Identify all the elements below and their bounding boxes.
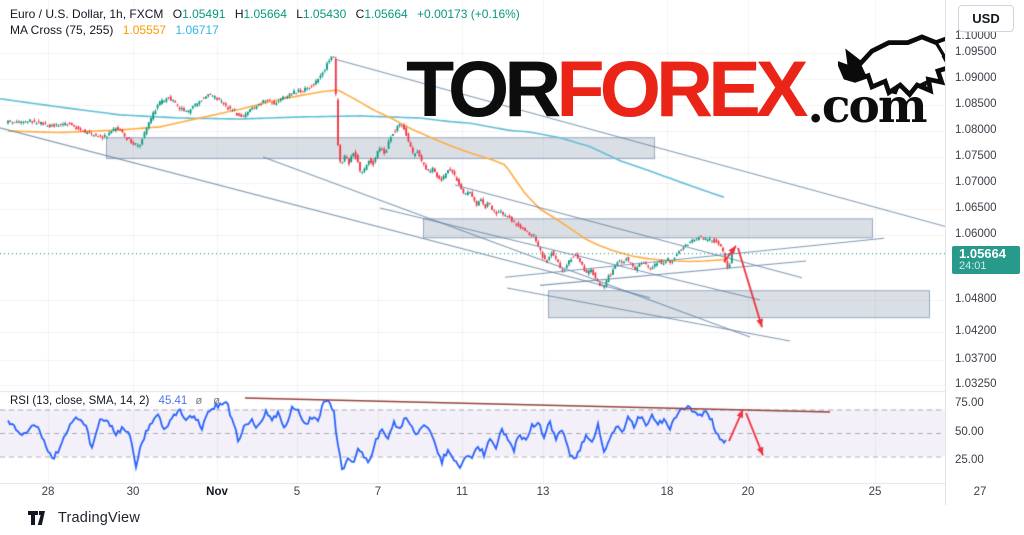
price-tick-label: 1.04800	[955, 293, 997, 305]
currency-usd-button[interactable]: USD	[958, 5, 1014, 32]
time-tick-label: 20	[741, 486, 755, 498]
change-value: +0.00173 (+0.16%)	[417, 7, 520, 21]
price-tick-label: 25.00	[955, 454, 984, 466]
ma-cross-legend-row[interactable]: MA Cross (75, 255) 1.05557 1.06717	[10, 23, 219, 37]
time-axis[interactable]: 28 30 Nov 5 7 11 13 18 20 25 27	[0, 484, 1024, 504]
price-tick-label: 50.00	[955, 426, 984, 438]
rsi-legend-row[interactable]: RSI (13, close, SMA, 14, 2) 45.41 ø ø	[10, 395, 224, 407]
rsi-value: 45.41	[158, 395, 188, 407]
ma-slow-value: 1.06717	[175, 23, 219, 37]
time-tick-label: 25	[868, 486, 882, 498]
close-value: 1.05664	[364, 7, 408, 21]
price-tick-label: 1.06500	[955, 202, 997, 214]
price-tick-label: 1.03250	[955, 378, 997, 390]
price-tick-label: 1.06000	[955, 228, 997, 240]
symbol-title: Euro / U.S. Dollar, 1h, FXCM	[10, 7, 164, 21]
open-label: O	[172, 7, 183, 21]
last-price-value: 1.05664	[959, 246, 1006, 261]
time-tick-label: 5	[293, 486, 301, 498]
price-tick-label: 1.07000	[955, 176, 997, 188]
price-tick-label: 75.00	[955, 397, 984, 409]
time-tick-label: Nov	[206, 486, 228, 498]
price-tick-label: 1.09000	[955, 72, 997, 84]
price-axis[interactable]: 25.00 50.00 75.00 1.03250 1.03700 1.04200 1.04…	[945, 0, 1024, 505]
tradingview-logo[interactable]: TradingView	[28, 510, 140, 526]
high-label: H	[234, 7, 244, 21]
ma-fast-value: 1.05557	[122, 23, 167, 37]
price-tick-label: 1.09500	[955, 46, 997, 58]
time-tick-label: 30	[126, 486, 140, 498]
high-value: 1.05664	[243, 7, 287, 21]
time-tick-label: 11	[456, 486, 468, 498]
price-tick-label: 1.07500	[955, 150, 997, 162]
price-tick-label: 1.04200	[955, 325, 997, 337]
time-tick-label: 27	[973, 486, 987, 498]
hidden-series-icons: ø ø	[195, 395, 225, 407]
last-price-badge[interactable]: 1.05664 24:01	[952, 246, 1020, 274]
low-label: L	[296, 7, 303, 21]
price-tick-label: 1.08500	[955, 98, 997, 110]
price-tick-label: 1.03700	[955, 353, 997, 365]
symbol-legend-row[interactable]: Euro / U.S. Dollar, 1h, FXCM O1.05491 H1…	[10, 7, 520, 21]
bar-countdown: 24:01	[959, 260, 987, 272]
tradingview-name: TradingView	[58, 510, 140, 526]
tradingview-icon	[28, 510, 45, 525]
time-tick-label: 7	[374, 486, 382, 498]
ma-cross-label: MA Cross (75, 255)	[10, 23, 114, 37]
open-value: 1.05491	[182, 7, 226, 21]
time-tick-label: 13	[536, 486, 550, 498]
price-tick-label: 1.08000	[955, 124, 997, 136]
time-tick-label: 28	[41, 486, 55, 498]
time-tick-label: 18	[660, 486, 674, 498]
rsi-title: RSI (13, close, SMA, 14, 2)	[10, 395, 150, 407]
low-value: 1.05430	[302, 7, 347, 21]
close-label: C	[355, 7, 365, 21]
